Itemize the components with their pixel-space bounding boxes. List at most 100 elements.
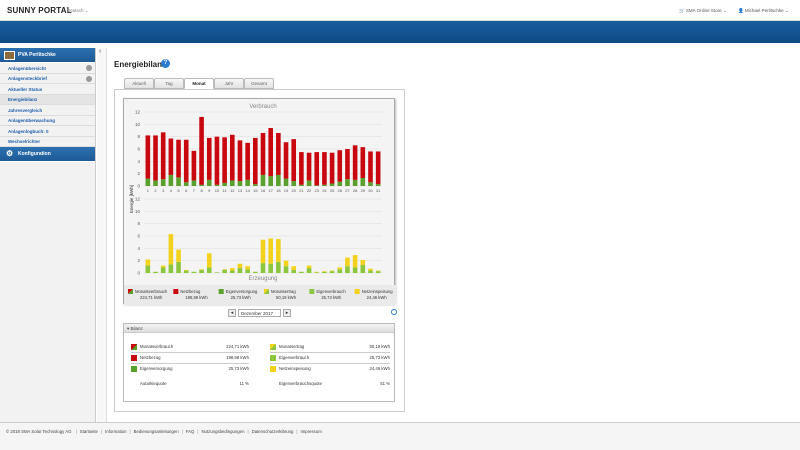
sidebar-item-label: Energiebilanz bbox=[8, 97, 38, 102]
bar-netzeinspeisung bbox=[375, 270, 381, 272]
x-tick-label: 20 bbox=[291, 188, 296, 193]
sidebar-item-aktueller-status[interactable]: Aktueller Status bbox=[0, 84, 95, 95]
bar-netzeinspeisung bbox=[368, 268, 373, 271]
bar-netzeinspeisung bbox=[229, 268, 235, 271]
y-tick-label: 0 bbox=[137, 184, 140, 189]
bar-netzeinspeisung bbox=[176, 249, 181, 262]
bar-eigenversorgung bbox=[306, 180, 312, 186]
tab-monat[interactable]: Monat bbox=[184, 78, 214, 89]
bar-eigenverbrauch bbox=[153, 271, 158, 273]
bar-eigenverbrauch bbox=[375, 271, 381, 273]
footer-link[interactable]: Information bbox=[105, 429, 127, 434]
bilanz-panel: ▾ Bilanz Monatsverbrauch 224,71 kWh Netzbe… bbox=[123, 323, 395, 402]
gear-icon: ⚙ bbox=[6, 149, 14, 158]
divider bbox=[131, 352, 249, 353]
next-month-button[interactable]: ▸ bbox=[283, 309, 291, 317]
bar-eigenversorgung bbox=[314, 185, 320, 186]
bilanz-value: 24,46 kWh bbox=[369, 366, 390, 371]
sidebar-item-anlagenueberwachung[interactable]: Anlagenüberwachung bbox=[0, 116, 95, 126]
legend-label: Monatsverbrauch bbox=[135, 289, 168, 294]
user-menu[interactable]: 👤 Michael Perlitschke ⌄ bbox=[738, 8, 789, 14]
footer-link[interactable]: Nutzungsbedingungen bbox=[201, 429, 245, 434]
sidebar-item-wechselrichter[interactable]: Wechselrichter bbox=[0, 137, 95, 147]
x-tick-label: 7 bbox=[193, 188, 196, 193]
y-tick-label: 12 bbox=[135, 197, 141, 202]
footer-link[interactable]: Datenschutzerklärung bbox=[251, 429, 294, 434]
bar-eigenversorgung bbox=[260, 174, 266, 186]
bar-netzbezug bbox=[345, 149, 350, 180]
header-band bbox=[0, 21, 800, 43]
bar-eigenverbrauch bbox=[345, 266, 350, 273]
shop-link[interactable]: 🛒 SMA Online Store ⌄ bbox=[679, 8, 727, 14]
bar-netzbezug bbox=[368, 151, 373, 183]
x-tick-label: 28 bbox=[353, 188, 358, 193]
bar-netzeinspeisung bbox=[268, 238, 273, 264]
bar-eigenverbrauch bbox=[276, 261, 281, 273]
export-icon[interactable] bbox=[391, 309, 397, 315]
sidebar-config-header[interactable]: ⚙ Konfiguration bbox=[0, 147, 95, 162]
chevron-down-icon: ⌄ bbox=[784, 8, 789, 13]
chart-title-top: Verbrauch bbox=[249, 104, 276, 110]
portal-logo[interactable]: SUNNY PORTAL bbox=[7, 6, 72, 15]
bilanz-value: 50,19 kWh bbox=[369, 344, 390, 349]
bilanz-row: Monatsertrag 50,19 kWh bbox=[270, 344, 390, 352]
tab-jahr[interactable]: Jahr bbox=[214, 78, 244, 89]
legend-swatch bbox=[128, 289, 133, 294]
help-icon[interactable]: ? bbox=[161, 59, 170, 68]
bar-netzbezug bbox=[153, 135, 158, 181]
footer-link[interactable]: FAQ bbox=[185, 429, 195, 434]
bar-eigenversorgung bbox=[329, 183, 335, 186]
divider bbox=[270, 363, 390, 364]
bar-netzbezug bbox=[322, 152, 327, 185]
shop-label: SMA Online Store bbox=[685, 8, 722, 13]
sidebar-item-label: Anlagenübersicht bbox=[8, 65, 47, 71]
legend-swatch bbox=[270, 355, 276, 361]
y-tick-label: 0 bbox=[137, 271, 140, 276]
bar-eigenverbrauch bbox=[283, 266, 289, 273]
sidebar-item-anlagensteckbrief[interactable]: Anlagensteckbrief bbox=[0, 74, 95, 84]
sidebar-item-anlagenuebersicht[interactable]: Anlagenübersicht bbox=[0, 63, 95, 74]
bar-eigenverbrauch bbox=[145, 265, 151, 273]
legend-swatch bbox=[270, 366, 276, 372]
tab-tag[interactable]: Tag bbox=[154, 78, 184, 89]
sidebar-item-label: Anlagenüberwachung bbox=[8, 118, 56, 123]
bar-netzeinspeisung bbox=[260, 239, 266, 264]
x-tick-label: 4 bbox=[170, 188, 173, 193]
month-select[interactable]: Dezember 2017▾ bbox=[238, 309, 289, 317]
legend-value: 198,98 kWh bbox=[185, 295, 208, 300]
bar-eigenversorgung bbox=[291, 181, 297, 186]
footer-link[interactable]: Bedienungsanleitungen bbox=[133, 429, 179, 434]
bar-netzeinspeisung bbox=[199, 269, 204, 270]
bar-netzeinspeisung bbox=[206, 253, 212, 268]
bar-netzeinspeisung bbox=[245, 266, 250, 270]
sidebar-plant-header[interactable]: PVA Perlitschke bbox=[0, 48, 95, 63]
bar-eigenversorgung bbox=[160, 179, 166, 186]
footer-link[interactable]: Impressum bbox=[300, 429, 322, 434]
bilanz-header[interactable]: ▾ Bilanz bbox=[124, 324, 394, 333]
footer-separator: | bbox=[247, 429, 249, 434]
language-selector[interactable]: Deutsch ⌄ bbox=[67, 8, 89, 14]
settings-icon[interactable] bbox=[86, 65, 92, 71]
sidebar-collapse-handle[interactable]: ‹ bbox=[97, 48, 107, 422]
sidebar-item-anlagenlogbuch[interactable]: Anlagenlogbuch: 0 bbox=[0, 126, 95, 137]
sidebar-item-energiebilanz[interactable]: Energiebilanz bbox=[0, 94, 95, 105]
bar-eigenversorgung bbox=[168, 174, 174, 186]
bar-netzbezug bbox=[237, 140, 243, 182]
prev-month-button[interactable]: ◂ bbox=[228, 309, 236, 317]
bilanz-value: 224,71 kWh bbox=[226, 344, 249, 349]
settings-icon[interactable] bbox=[86, 75, 92, 82]
bar-netzbezug bbox=[145, 135, 151, 179]
plant-name: PVA Perlitschke bbox=[18, 52, 56, 58]
bar-netzbezug bbox=[214, 136, 220, 185]
bar-netzeinspeisung bbox=[329, 270, 335, 272]
tab-aktuell[interactable]: Aktuell bbox=[124, 78, 154, 89]
tab-gesamt[interactable]: Gesamt bbox=[244, 78, 274, 89]
bar-eigenverbrauch bbox=[291, 269, 297, 273]
bar-netzbezug bbox=[160, 132, 166, 180]
sidebar-item-jahresvergleich[interactable]: Jahresvergleich bbox=[0, 105, 95, 116]
bar-eigenversorgung bbox=[153, 180, 158, 186]
x-tick-label: 6 bbox=[185, 188, 188, 193]
y-tick-label: 2 bbox=[137, 258, 140, 263]
legend-label: Eigenverbrauch bbox=[316, 289, 346, 294]
footer-link[interactable]: Startseite bbox=[79, 429, 98, 434]
